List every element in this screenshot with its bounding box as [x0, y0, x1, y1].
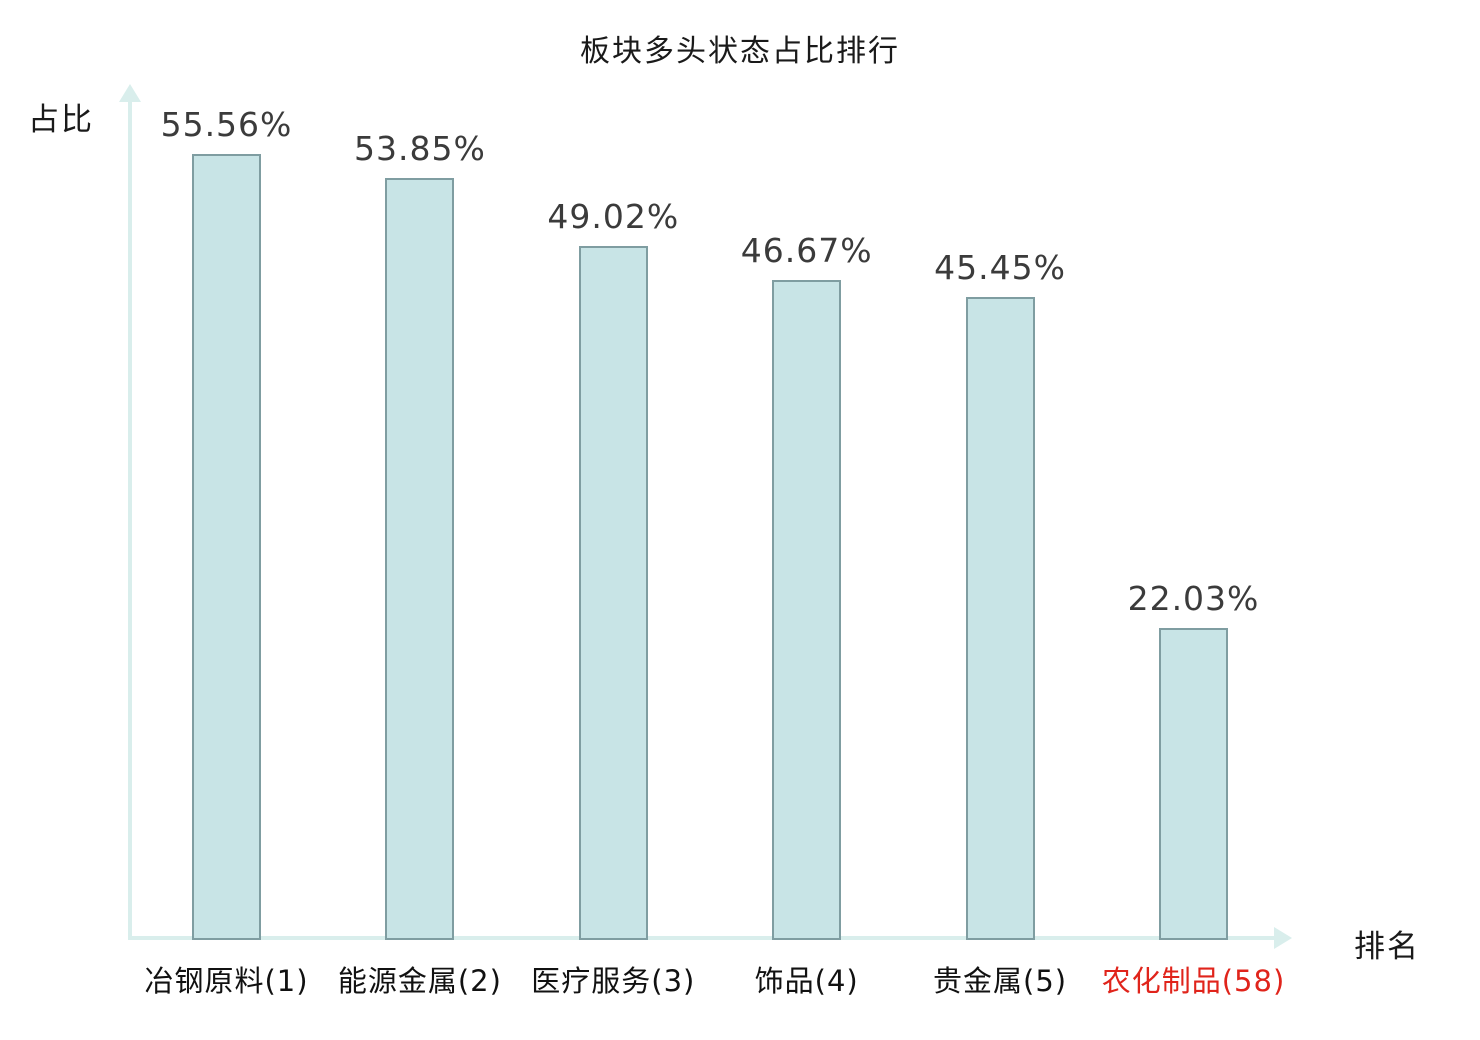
- bar-value-label: 49.02%: [547, 197, 680, 236]
- y-axis-label: 占比: [28, 102, 94, 138]
- y-axis-line: [128, 100, 132, 940]
- bar-value-label: 53.85%: [353, 129, 486, 168]
- bar-value-label: 22.03%: [1127, 579, 1260, 618]
- category-label: 贵金属(5): [933, 964, 1068, 998]
- bar: [385, 178, 455, 940]
- x-axis-line: [128, 936, 1276, 940]
- bar-value-label: 46.67%: [740, 231, 873, 270]
- bar: [772, 280, 842, 940]
- category-label: 冶钢原料(1): [144, 964, 309, 998]
- bar-value-label: 55.56%: [160, 105, 293, 144]
- category-label: 能源金属(2): [337, 964, 502, 998]
- chart-title: 板块多头状态占比排行: [580, 34, 900, 69]
- category-label: 饰品(4): [754, 964, 859, 998]
- bar: [1159, 628, 1228, 940]
- x-axis-arrow-icon: [1274, 927, 1292, 949]
- bar-value-label: 45.45%: [934, 248, 1067, 287]
- bar: [965, 297, 1035, 940]
- category-label: 农化制品(58): [1101, 964, 1286, 998]
- x-axis-label: 排名: [1354, 929, 1420, 965]
- bar: [192, 154, 261, 940]
- bar: [578, 246, 648, 940]
- category-label: 医疗服务(3): [531, 964, 696, 998]
- y-axis-arrow-icon: [119, 84, 141, 102]
